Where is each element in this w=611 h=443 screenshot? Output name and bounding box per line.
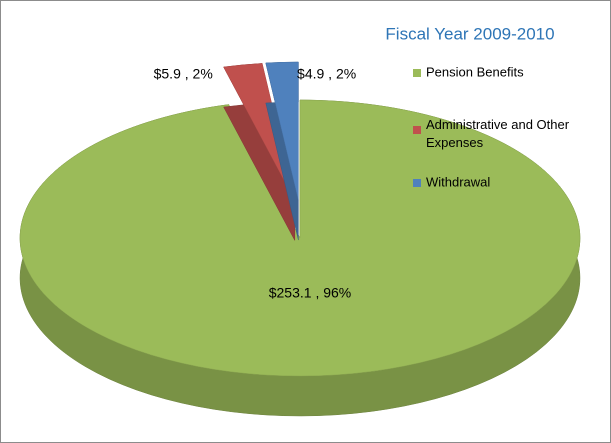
value-label: $5.9 , 2% — [154, 66, 213, 82]
chart-title: Fiscal Year 2009-2010 — [385, 24, 554, 43]
legend-label: Withdrawal — [426, 174, 490, 189]
legend-label: Pension Benefits — [426, 64, 524, 79]
legend-swatch — [413, 179, 421, 187]
value-label: $253.1 , 96% — [269, 285, 352, 301]
slice — [265, 61, 299, 201]
value-label: $4.9 , 2% — [297, 66, 356, 82]
legend-swatch — [413, 69, 421, 77]
legend-label: Administrative and Other Expenses — [426, 117, 570, 150]
slice — [223, 63, 296, 201]
slice — [19, 99, 581, 377]
legend-swatch — [413, 126, 421, 134]
